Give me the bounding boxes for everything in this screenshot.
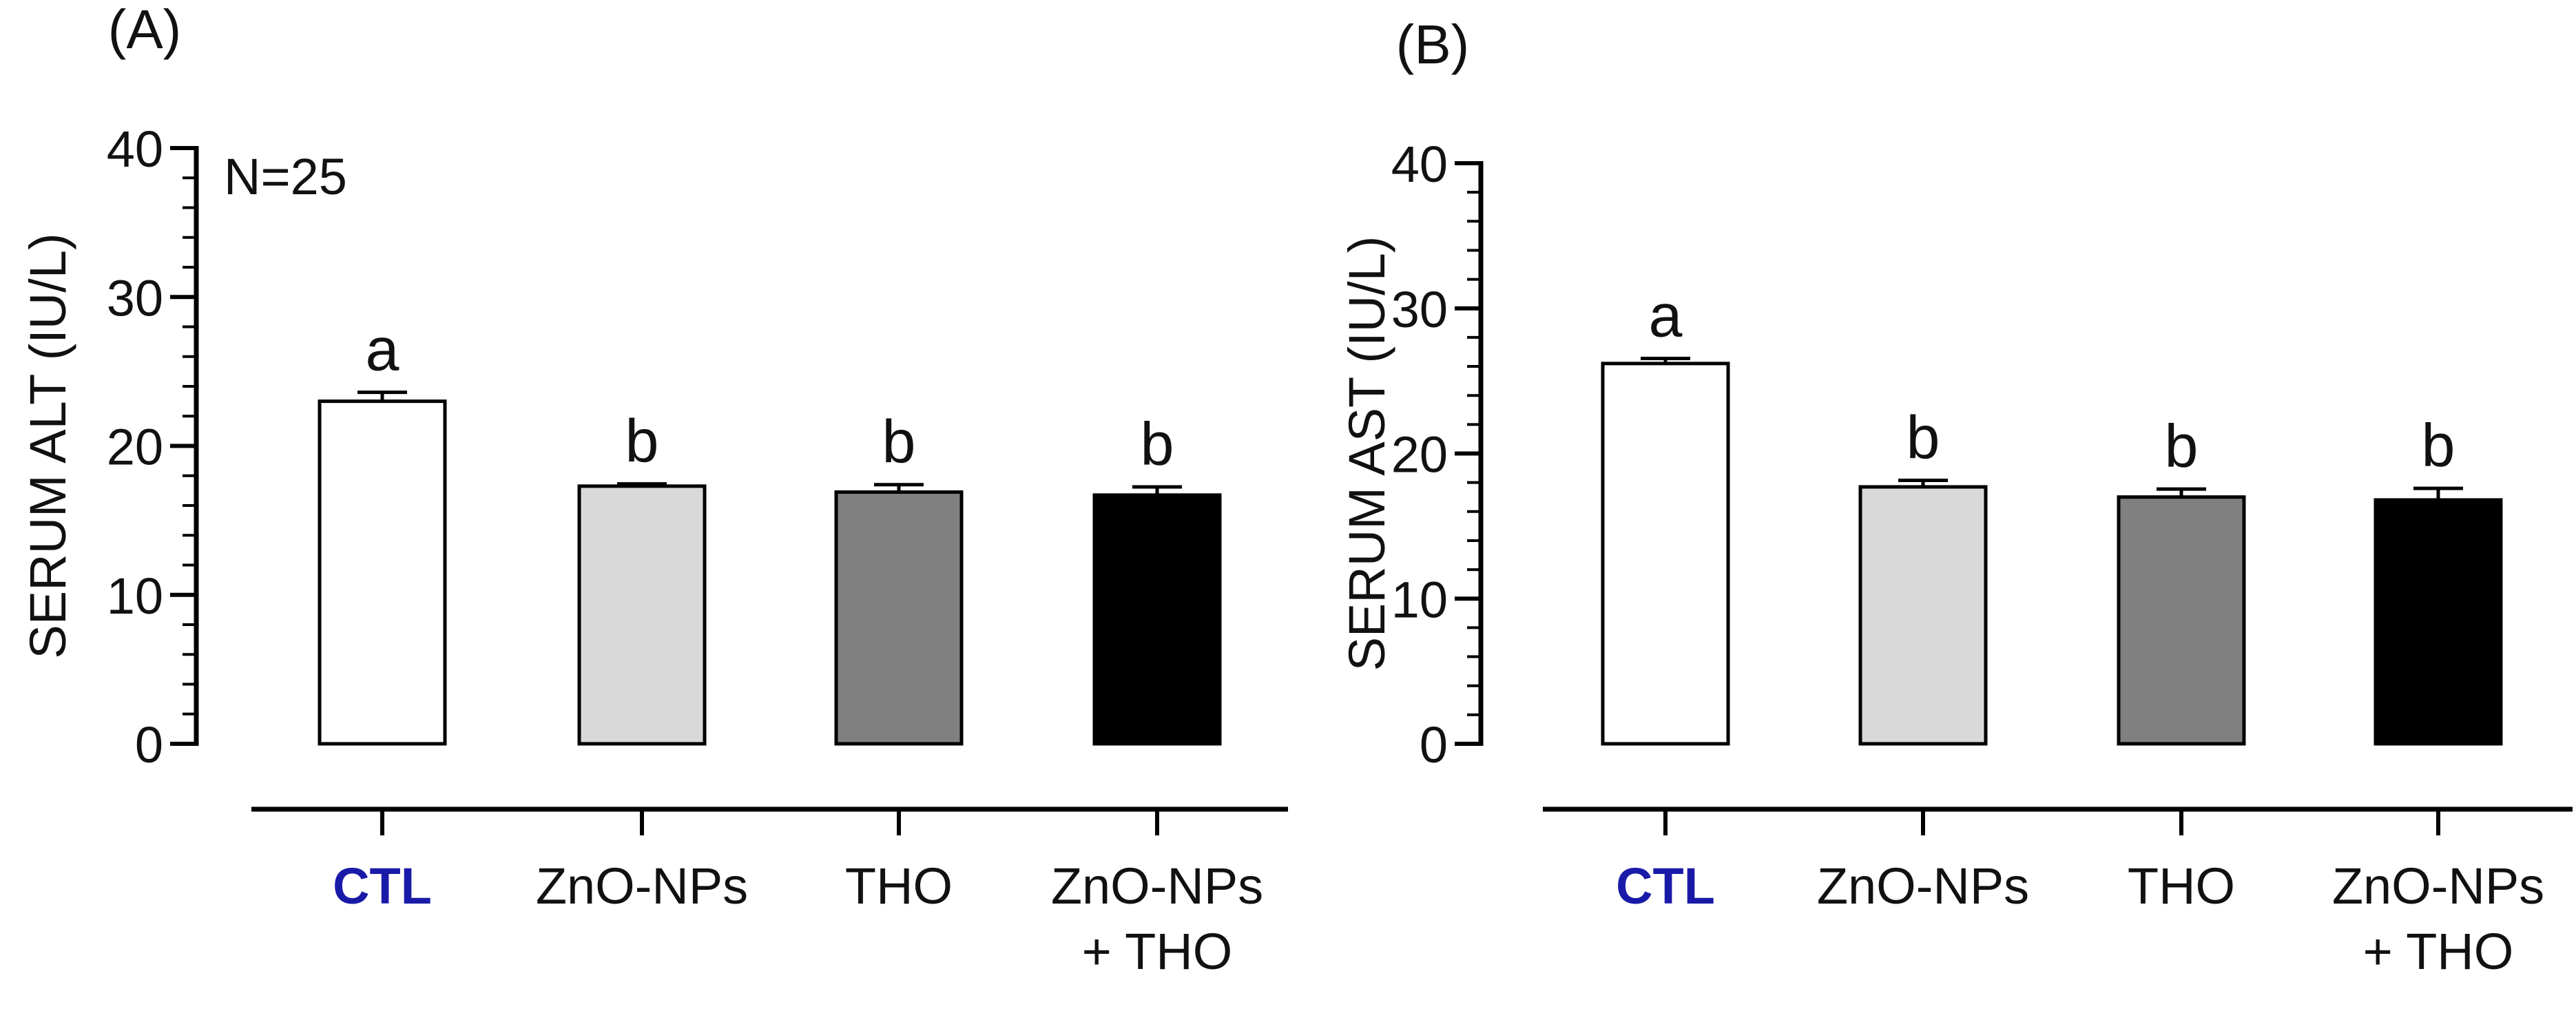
bar bbox=[1092, 493, 1222, 746]
x-tick-label: THO bbox=[845, 857, 953, 915]
x-tick-label-line: ZnO-NPs bbox=[1051, 857, 1263, 915]
x-tick-label-line: + THO bbox=[2363, 923, 2514, 980]
x-tick-label: ZnO-NPs bbox=[1817, 857, 2029, 915]
significance-letter: b bbox=[2165, 412, 2199, 480]
x-tick-label-line: ZnO-NPs bbox=[2332, 857, 2544, 915]
significance-letter: b bbox=[1907, 403, 1940, 471]
x-tick-label: ZnO-NPs + THO bbox=[1051, 857, 1263, 980]
y-tick-label: 10 bbox=[107, 567, 163, 625]
significance-letter: a bbox=[366, 315, 399, 384]
x-tick-label: CTL bbox=[1616, 857, 1715, 915]
y-tick-label: 20 bbox=[107, 419, 163, 476]
bar bbox=[834, 490, 964, 746]
bar bbox=[318, 399, 447, 746]
x-tick-label: CTL bbox=[333, 857, 432, 915]
bar bbox=[1601, 362, 1730, 746]
significance-letter: b bbox=[1141, 410, 1174, 478]
x-tick-label: ZnO-NPs + THO bbox=[2332, 857, 2544, 980]
x-tick-label-line: + THO bbox=[1082, 923, 1233, 980]
x-tick-label: THO bbox=[2128, 857, 2235, 915]
bar bbox=[577, 484, 707, 746]
y-tick-label: 0 bbox=[1420, 716, 1448, 773]
significance-letter: b bbox=[2422, 411, 2455, 479]
x-tick-label: ZnO-NPs bbox=[536, 857, 748, 915]
bar bbox=[1858, 485, 1988, 746]
x-tick-label-line: THO bbox=[845, 857, 953, 915]
x-tick-label-line: ZnO-NPs bbox=[536, 857, 748, 915]
y-tick-label: 30 bbox=[107, 269, 163, 326]
panel-label: (B) bbox=[1396, 14, 1470, 75]
y-axis-label: SERUM AST (IU/L) bbox=[1338, 236, 1395, 671]
sample-size-annotation: N=25 bbox=[224, 148, 347, 205]
panel-label: (A) bbox=[108, 0, 182, 60]
panel-a-alt-chart: (A) 0 10 20 30 40 SERUM ALT (IU/L) N=25 a b b b CTL Z… bbox=[19, 0, 1288, 980]
significance-letter: a bbox=[1649, 281, 1683, 349]
y-tick-label: 20 bbox=[1391, 426, 1448, 483]
bar bbox=[2117, 495, 2246, 746]
bar bbox=[2374, 498, 2503, 746]
significance-letter: b bbox=[882, 408, 916, 476]
panel-b-ast-chart: (B) 0 10 20 30 40 SERUM AST (IU/L) a b b b CTL ZnO-N… bbox=[1338, 14, 2573, 980]
y-tick-label: 40 bbox=[107, 121, 163, 178]
y-axis-label: SERUM ALT (IU/L) bbox=[19, 233, 76, 658]
y-tick-label: 30 bbox=[1391, 281, 1448, 338]
x-tick-label-line: CTL bbox=[1616, 857, 1715, 915]
x-tick-label-line: CTL bbox=[333, 857, 432, 915]
x-tick-label-line: ZnO-NPs bbox=[1817, 857, 2029, 915]
significance-letter: b bbox=[625, 407, 659, 475]
y-tick-label: 0 bbox=[135, 716, 163, 773]
y-tick-label: 10 bbox=[1391, 571, 1448, 628]
x-tick-label-line: THO bbox=[2128, 857, 2235, 915]
y-tick-label: 40 bbox=[1391, 136, 1448, 193]
